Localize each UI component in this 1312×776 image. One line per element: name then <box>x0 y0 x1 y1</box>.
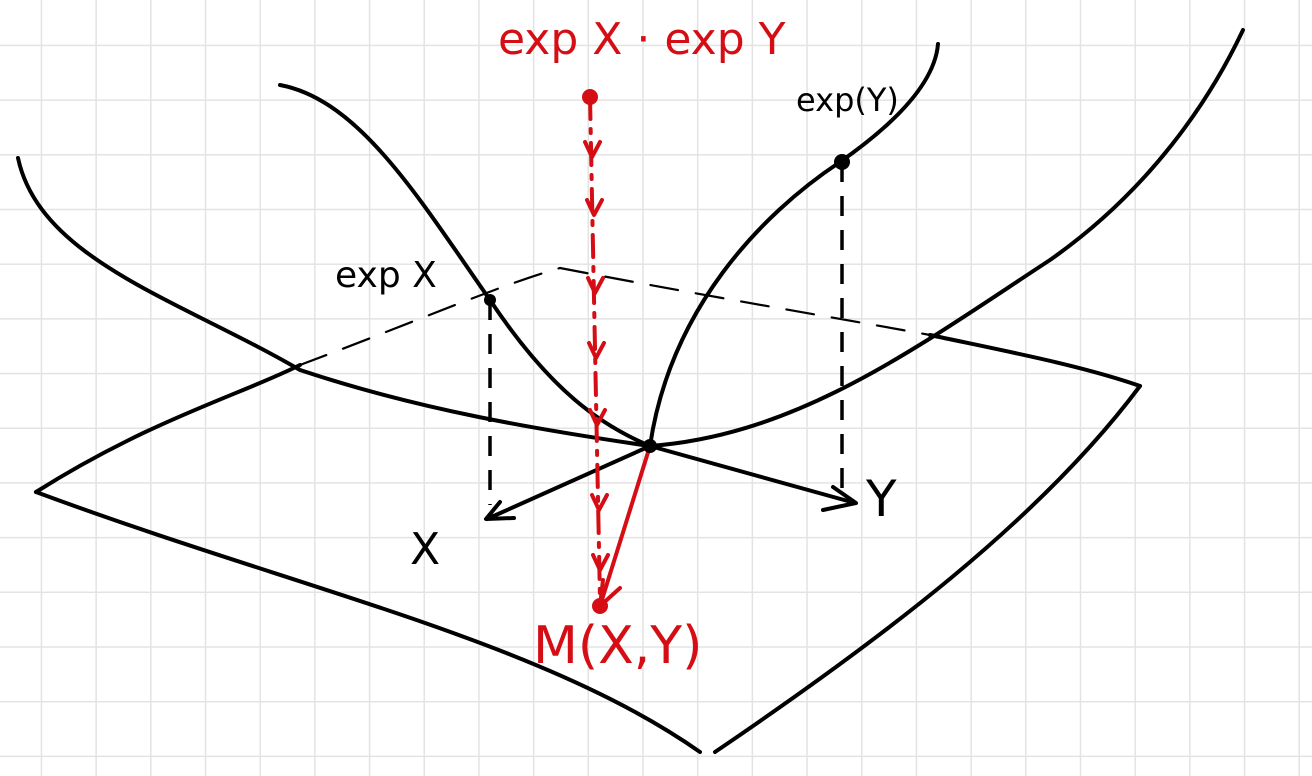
vector-x-arrowhead <box>484 500 516 521</box>
label-y: Y <box>866 470 897 528</box>
point-exp-y <box>834 154 850 170</box>
projection-arrowhead-2 <box>585 198 604 217</box>
projection-arrowhead-4 <box>587 341 606 360</box>
label-exp-y: exp(Y) <box>796 81 899 119</box>
label-exp-x: exp X <box>335 255 437 296</box>
tangent-plane-right-edge <box>713 384 1142 754</box>
vector-y <box>648 444 857 505</box>
label-x: X <box>410 524 441 575</box>
point-product <box>582 89 598 105</box>
projection-arrowhead-3 <box>586 276 605 295</box>
point-base <box>643 439 657 453</box>
point-mean <box>592 598 608 614</box>
curve-left-long <box>16 156 652 448</box>
point-exp-x <box>484 294 496 306</box>
projection-arrowhead-7 <box>591 553 610 572</box>
projection-arrowhead-1 <box>583 140 602 159</box>
tangent-plane-back-edge-left <box>298 266 562 367</box>
label-product: exp X · exp Y <box>498 14 786 65</box>
projection-path <box>588 95 602 602</box>
curve-exp-x <box>278 83 652 448</box>
curve-exp-y <box>648 42 940 448</box>
tangent-plane-left-edge <box>34 363 302 494</box>
vector-x <box>485 444 652 521</box>
projection-arrowhead-6 <box>590 493 609 512</box>
tangent-plane-back-edge-solid <box>928 333 1142 388</box>
vector-y-arrowhead <box>821 485 858 512</box>
curve-right-long <box>648 28 1245 448</box>
tangent-plane-back-edge-right <box>558 266 932 337</box>
label-mean: M(X,Y) <box>533 616 703 676</box>
tangent-plane-front-edge <box>34 490 702 754</box>
mean-vector <box>598 444 652 608</box>
projection-arrowhead-5 <box>588 408 607 427</box>
